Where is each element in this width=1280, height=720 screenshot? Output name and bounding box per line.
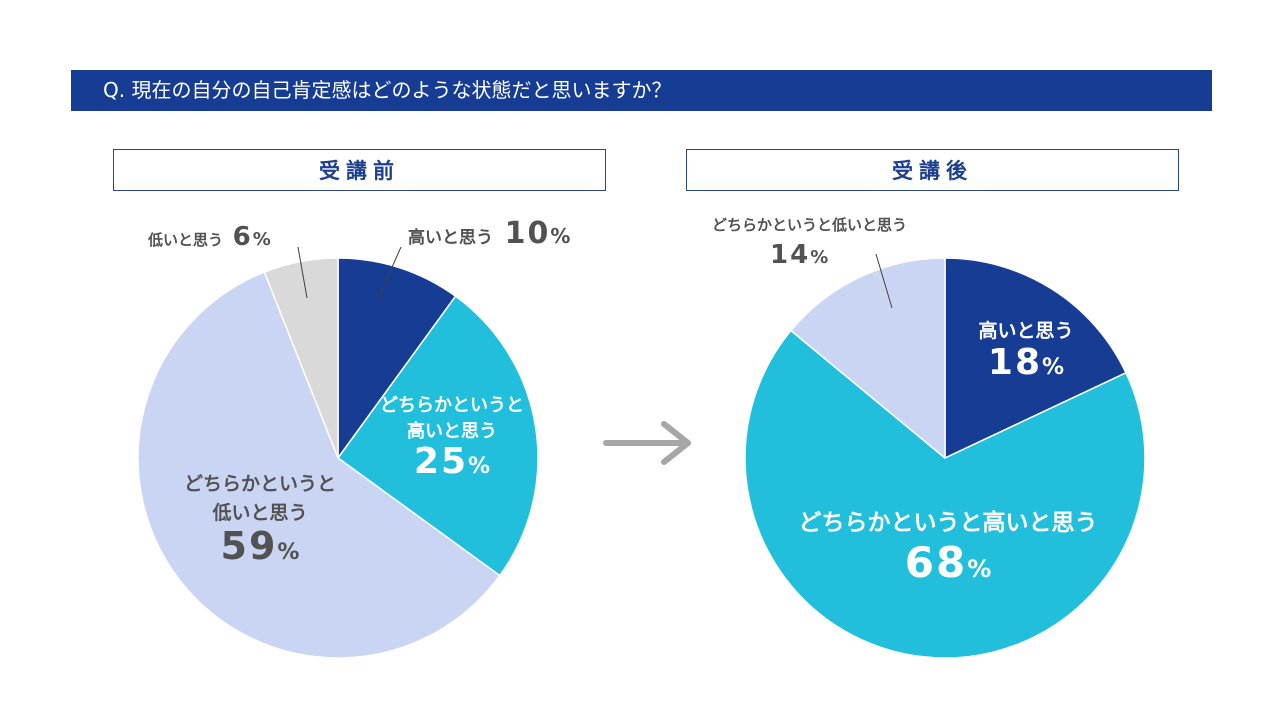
pie-slice-before-1 bbox=[337, 295, 539, 577]
slice-value: 18 bbox=[987, 342, 1043, 383]
slice-label: 高いと思う bbox=[408, 228, 493, 248]
label-high-before: 高いと思う 10% bbox=[408, 216, 570, 251]
slice-value: 25 bbox=[413, 441, 469, 482]
slice-label: 高いと思う bbox=[978, 320, 1074, 342]
pie-slice-before-0 bbox=[337, 257, 457, 459]
percent-sign: % bbox=[468, 454, 491, 479]
pie-slice-after-0 bbox=[944, 257, 1127, 459]
percent-sign: % bbox=[810, 247, 829, 268]
leader-line-high-before bbox=[377, 246, 402, 300]
percent-sign: % bbox=[1042, 355, 1065, 380]
slice-value: 59 bbox=[220, 524, 278, 568]
slice-label: どちらかというと低いと思う bbox=[712, 216, 908, 234]
slice-value: 68 bbox=[904, 538, 968, 587]
leader-line-low-before bbox=[297, 246, 308, 299]
slice-label-line: どちらかというと bbox=[380, 395, 524, 416]
pie-after bbox=[744, 257, 1146, 659]
chart-title-after: 受講後 bbox=[686, 149, 1179, 191]
slice-value: 10 bbox=[504, 216, 551, 251]
percent-sign: % bbox=[550, 224, 571, 248]
percent-sign: % bbox=[277, 540, 300, 565]
pie-slice-after-2 bbox=[790, 257, 946, 459]
slice-value: 14 bbox=[770, 240, 811, 270]
pie-slice-after-1 bbox=[744, 329, 1146, 659]
leader-line-somewhat-low-after bbox=[875, 253, 893, 309]
chart-title-before: 受講前 bbox=[113, 149, 606, 191]
slice-value: 6 bbox=[232, 222, 253, 252]
label-low-before: 低いと思う 6% bbox=[148, 222, 271, 252]
label-high-after: 高いと思う 18% bbox=[951, 318, 1101, 381]
percent-sign: % bbox=[967, 555, 992, 583]
question-header: Q. 現在の自分の自己肯定感はどのような状態だと思いますか？ bbox=[71, 70, 1212, 111]
slice-label-line: 高いと思う bbox=[407, 421, 497, 442]
percent-sign: % bbox=[252, 229, 271, 250]
slice-label: どちらかというと高いと思う bbox=[798, 510, 1098, 536]
slice-label-line: どちらかというと bbox=[183, 473, 336, 495]
slice-label-line: 低いと思う bbox=[212, 502, 308, 524]
pie-before bbox=[137, 257, 539, 659]
label-somewhat-high-before: どちらかというと 高いと思う 25% bbox=[372, 393, 532, 481]
label-somewhat-low-before: どちらかというと 低いと思う 59% bbox=[170, 470, 350, 568]
label-somewhat-high-after: どちらかというと高いと思う 68% bbox=[790, 508, 1106, 585]
slice-label: 低いと思う bbox=[148, 231, 224, 249]
arrow-right-icon bbox=[603, 421, 691, 465]
label-somewhat-low-after: どちらかというと低いと思う 14% bbox=[690, 214, 920, 269]
pie-slice-before-2 bbox=[137, 271, 501, 659]
